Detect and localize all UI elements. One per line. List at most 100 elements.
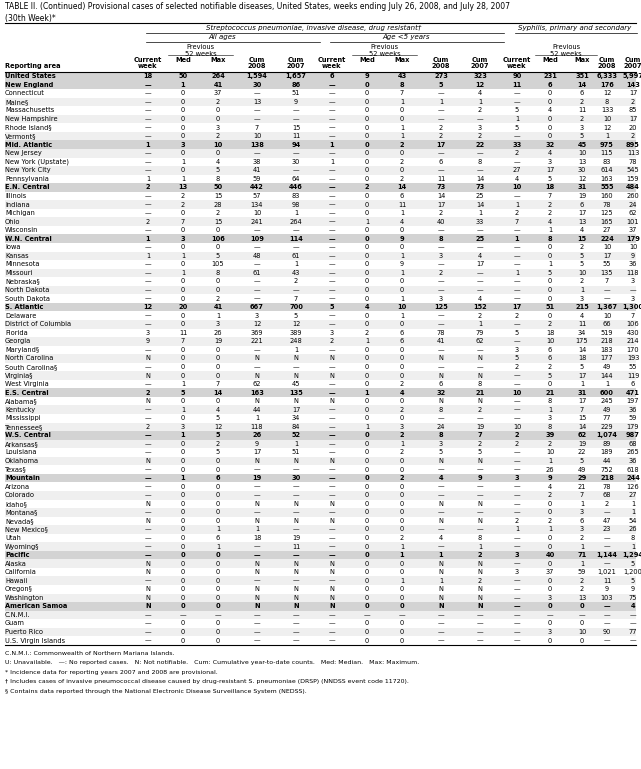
Text: N: N [329,372,335,378]
Text: —: — [604,612,610,618]
Text: 2: 2 [400,432,404,438]
Text: —: — [145,210,151,216]
Text: —: — [438,150,444,156]
Bar [5,226,636,235]
Text: 15: 15 [578,236,587,241]
Text: 0: 0 [216,638,220,644]
Text: 3: 3 [631,295,635,301]
Text: All ages: All ages [208,34,236,40]
Text: Maine§: Maine§ [5,99,28,105]
Text: 214: 214 [627,338,639,345]
Text: 1: 1 [181,253,185,259]
Text: 7: 7 [548,193,552,199]
Text: 0: 0 [181,552,185,558]
Text: 4: 4 [365,304,369,310]
Text: —: — [329,99,335,105]
Text: —: — [513,638,520,644]
Text: 618: 618 [627,467,639,473]
Text: 2: 2 [478,108,482,114]
Text: 1: 1 [478,321,482,328]
Text: —: — [438,108,444,114]
Text: —: — [513,158,520,165]
Text: —: — [254,621,260,627]
Text: Ohio: Ohio [5,218,21,225]
Text: 26: 26 [253,432,262,438]
Text: 7: 7 [515,218,519,225]
Text: 4: 4 [439,535,443,541]
Text: 1: 1 [605,133,609,139]
Bar [5,457,636,465]
Text: 2007: 2007 [470,63,489,69]
Text: 519: 519 [601,330,613,336]
Text: 0: 0 [400,116,404,122]
Text: 2: 2 [515,364,519,370]
Text: —: — [477,150,483,156]
Text: Oregon§: Oregon§ [5,586,33,592]
Text: N: N [254,569,260,575]
Text: —: — [438,544,444,550]
Bar [5,474,636,482]
Text: * Incidence data for reporting years 2007 and 2008 are provisional.: * Incidence data for reporting years 200… [5,670,218,675]
Text: 3: 3 [330,330,334,336]
Text: —: — [477,116,483,122]
Text: 52 weeks: 52 weeks [550,51,582,57]
Text: 2: 2 [515,313,519,318]
Text: 600: 600 [600,390,614,395]
Text: —: — [604,604,610,609]
Text: 51: 51 [545,304,554,310]
Text: 0: 0 [365,278,369,285]
Text: Mountain: Mountain [5,475,40,481]
Text: 0: 0 [400,561,404,567]
Text: 2: 2 [216,441,220,447]
Text: N: N [478,595,483,601]
Text: 125: 125 [601,210,613,216]
Text: 17: 17 [253,449,261,455]
Text: 22: 22 [476,141,485,148]
Text: 2: 2 [548,492,552,498]
Text: 19: 19 [476,424,484,430]
Text: —: — [513,492,520,498]
Text: 8: 8 [478,535,482,541]
Text: 1: 1 [400,313,404,318]
Text: —: — [145,227,151,233]
Text: N: N [478,518,483,524]
Text: 0: 0 [365,99,369,105]
Text: 41: 41 [213,304,222,310]
Text: W.N. Central: W.N. Central [5,236,52,241]
Text: 159: 159 [627,176,639,182]
Bar [5,559,636,568]
Text: 1: 1 [438,552,444,558]
Text: —: — [329,321,335,328]
Text: United States: United States [5,73,56,79]
Text: 0: 0 [400,569,404,575]
Text: Tennessee§: Tennessee§ [5,424,43,430]
Text: —: — [329,364,335,370]
Text: 2: 2 [439,133,443,139]
Text: 7: 7 [478,432,482,438]
Text: 18: 18 [144,73,153,79]
Text: 1: 1 [400,253,404,259]
Text: 2: 2 [400,141,404,148]
Text: —: — [438,527,444,532]
Text: 0: 0 [400,287,404,293]
Bar [5,500,636,508]
Text: 32: 32 [545,141,554,148]
Text: N: N [254,561,260,567]
Text: —: — [438,116,444,122]
Text: 0: 0 [365,569,369,575]
Text: N: N [254,458,260,464]
Text: 62: 62 [629,210,637,216]
Text: N: N [254,586,260,592]
Text: 1: 1 [294,261,298,268]
Text: —: — [145,552,151,558]
Text: 17: 17 [578,372,586,378]
Text: Connecticut: Connecticut [5,91,45,96]
Text: 30: 30 [292,475,301,481]
Text: 221: 221 [251,338,263,345]
Text: N: N [146,569,151,575]
Text: 40: 40 [437,218,445,225]
Text: New England: New England [5,82,53,88]
Text: 0: 0 [365,116,369,122]
Text: 241: 241 [251,218,263,225]
Text: N: N [438,398,444,404]
